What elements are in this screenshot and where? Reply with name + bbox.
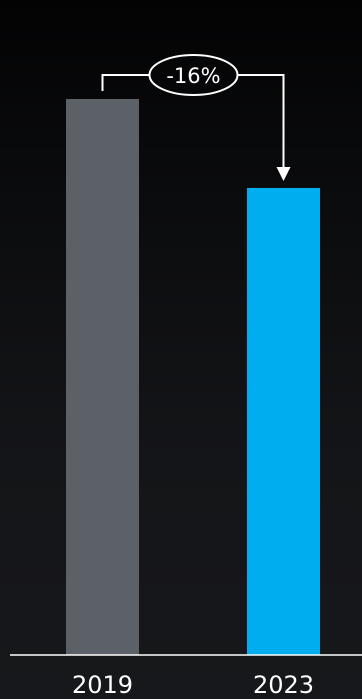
connector-right-line [237,74,285,169]
x-tick-label-2023: 2023 [253,671,314,699]
x-tick-label-2019: 2019 [72,671,133,699]
change-label: -16% [166,64,220,88]
connector-left-line [101,74,150,91]
bars-group [66,99,320,655]
bar-2023 [247,187,320,655]
change-connector: -16% [101,54,291,181]
change-label-pill [148,54,239,96]
arrow-down-icon [276,166,291,181]
x-tick-labels: 2019 2023 [72,671,314,699]
bar-2019 [66,99,139,655]
